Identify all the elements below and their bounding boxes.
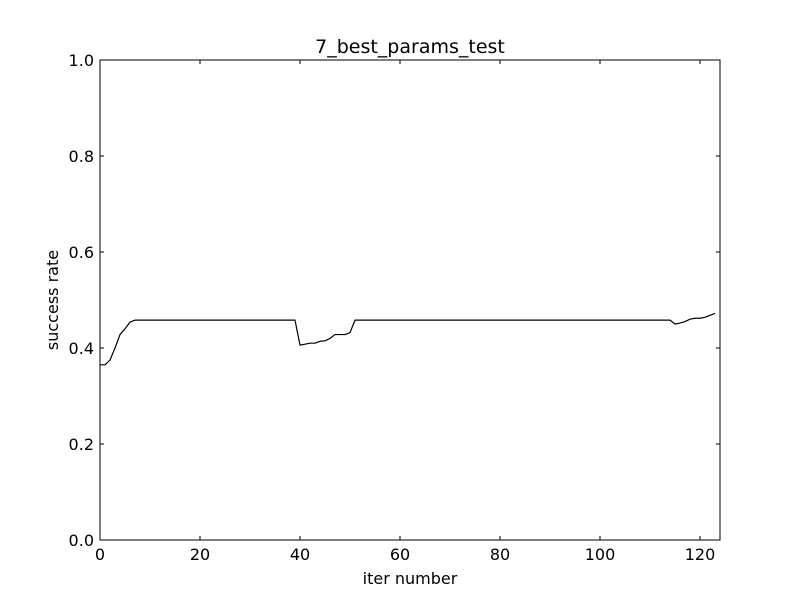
x-tick-label: 0 — [95, 545, 105, 564]
x-axis-label: iter number — [363, 569, 458, 588]
series-layer — [100, 312, 716, 366]
x-tick-label: 100 — [585, 545, 616, 564]
series-line — [100, 312, 716, 366]
y-tick-label: 0.8 — [69, 147, 94, 166]
y-tick-label: 0.2 — [69, 435, 94, 454]
y-tick-label: 1.0 — [69, 51, 94, 70]
x-tick-label: 20 — [190, 545, 210, 564]
y-tick-label: 0.6 — [69, 243, 94, 262]
x-tick-label: 60 — [390, 545, 410, 564]
x-tick-label: 40 — [290, 545, 310, 564]
y-tick-label: 0.0 — [69, 531, 94, 550]
plot-frame — [99, 59, 721, 541]
x-tick-label: 120 — [685, 545, 716, 564]
y-axis-label: success rate — [43, 250, 62, 350]
ticks-layer: 0 20 40 60 80 100 120 0.0 0.2 0.4 0.6 0.8 1.0 — [69, 51, 720, 564]
y-tick-label: 0.4 — [69, 339, 94, 358]
x-tick-label: 80 — [490, 545, 510, 564]
chart-title: 7_best_params_test — [315, 36, 505, 58]
